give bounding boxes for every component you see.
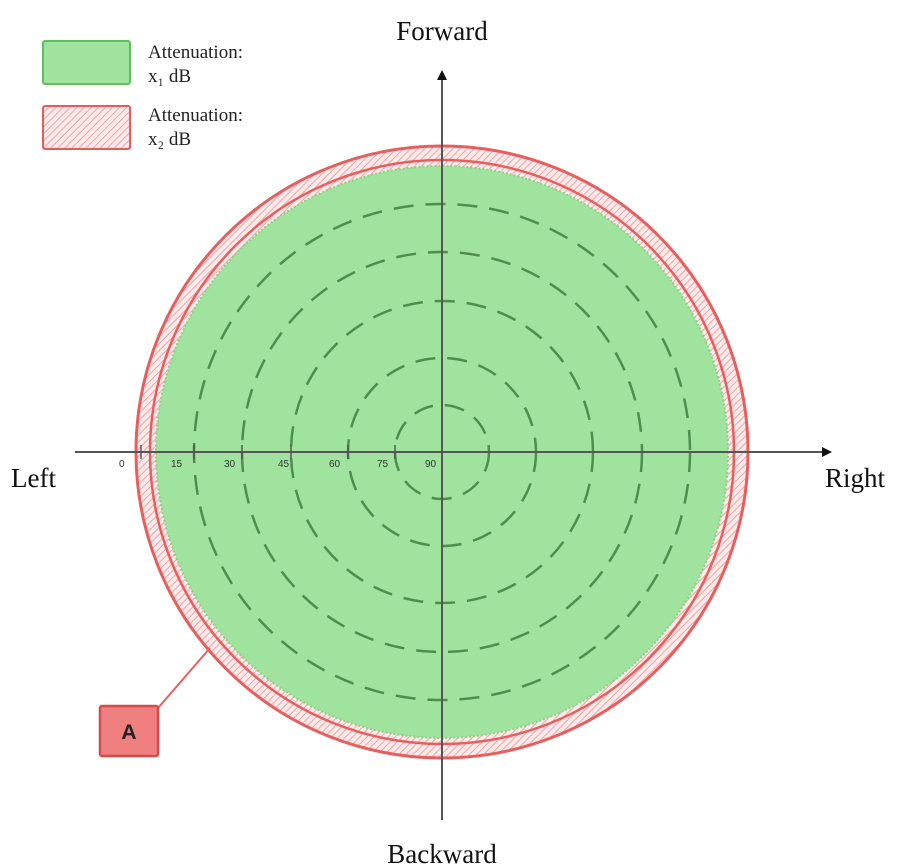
legend-label-x2-line1: Attenuation:: [148, 105, 243, 126]
label-forward: Forward: [396, 16, 488, 46]
legend-label-x2-line2: x₂ dB: [148, 129, 191, 150]
angle-tick-label-30: 30: [224, 459, 236, 470]
label-left: Left: [11, 463, 56, 493]
callout-marker-a: A: [98, 647, 211, 758]
angle-tick-label-75: 75: [377, 459, 389, 470]
callout-leader-line: [157, 647, 211, 709]
angle-tick-label-60: 60: [329, 459, 341, 470]
legend-swatch-x2: [42, 105, 131, 150]
angle-scale: 0 15 30 45 60 75 90: [119, 445, 437, 470]
direction-labels: Forward Backward Left Right: [11, 16, 886, 868]
legend: Attenuation: x₁ dB Attenuation: x₂ dB: [42, 40, 243, 150]
label-backward: Backward: [387, 839, 497, 868]
angle-tick-label-45: 45: [278, 459, 290, 470]
callout-box: [98, 704, 160, 758]
legend-swatch-x1: [42, 40, 131, 85]
label-right: Right: [825, 463, 886, 493]
axes: [75, 70, 832, 820]
angle-tick-label-0: 0: [119, 459, 125, 470]
callout-label: A: [121, 721, 136, 744]
legend-label-x1-line1: Attenuation:: [148, 42, 243, 63]
legend-label-x1-line2: x₁ dB: [148, 66, 191, 87]
angle-tick-label-15: 15: [171, 459, 183, 470]
angle-tick-label-90: 90: [425, 459, 437, 470]
